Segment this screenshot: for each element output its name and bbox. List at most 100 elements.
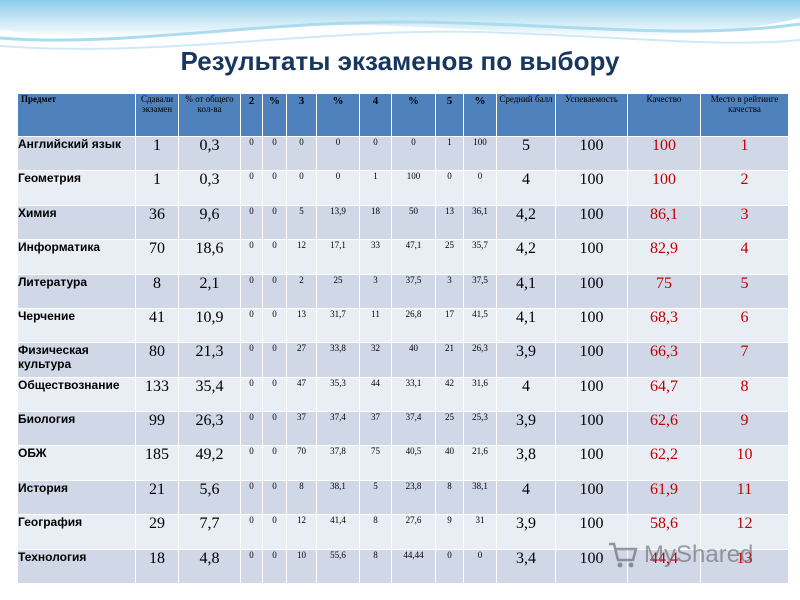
success-rate: 100 (555, 342, 628, 378)
pct-total-cell: 10,9 (178, 307, 241, 344)
quality-rate: 100 (627, 170, 701, 206)
grade-4-count: 1 (359, 170, 392, 206)
grade-5-count: 17 (435, 307, 464, 344)
grade-4-pct: 40,5 (391, 445, 436, 481)
success-rate: 100 (555, 170, 628, 206)
header-rank: Место в рейтинге качества (700, 93, 789, 137)
quality-rate: 75 (627, 273, 701, 309)
header-success: Успеваемость (555, 93, 628, 137)
table-row: Черчение 41 10,9 0 0 13 31,7 11 26,8 17 41,5 4,1 100… (17, 307, 789, 344)
pct-total-cell: 0,3 (178, 135, 241, 172)
subject: Химия (17, 204, 136, 241)
grade-5-pct: 37,5 (463, 273, 497, 309)
avg-score: 4 (496, 376, 556, 413)
avg-score: 3,8 (496, 445, 556, 481)
grade-4-pct: 0 (391, 135, 436, 172)
grade-2-count: 0 (240, 204, 263, 241)
success-rate: 100 (555, 376, 628, 413)
subject: Литература (17, 273, 136, 309)
grade-2-count: 0 (240, 342, 263, 378)
quality-rate: 62,6 (627, 410, 701, 447)
table-row: Технология 18 4,8 0 0 10 55,6 8 44,44 0 0 3,4 100 44,… (17, 548, 789, 584)
grade-3-count: 47 (286, 376, 317, 413)
quality-rank: 6 (700, 307, 789, 344)
subject: Английский язык (17, 135, 136, 172)
took-cell: 70 (135, 239, 179, 275)
quality-rank: 1 (700, 135, 789, 172)
grade-5-pct: 0 (463, 170, 497, 206)
pct-total-cell: 49,2 (178, 445, 241, 481)
grade-5-pct: 31 (463, 514, 497, 550)
grade-4-pct: 47,1 (391, 239, 436, 275)
grade-4-count: 0 (359, 135, 392, 172)
grade-4-count: 32 (359, 342, 392, 378)
success-rate: 100 (555, 239, 628, 275)
grade-2-pct: 0 (262, 376, 287, 413)
grade-2-pct: 0 (262, 445, 287, 481)
quality-rank: 2 (700, 170, 789, 206)
grade-3-count: 70 (286, 445, 317, 481)
success-rate: 100 (555, 307, 628, 344)
grade-2-pct: 0 (262, 410, 287, 447)
pct-total-cell: 5,6 (178, 479, 241, 516)
grade-3-count: 0 (286, 135, 317, 172)
quality-rate: 64,7 (627, 376, 701, 413)
grade-3-pct: 55,6 (316, 548, 360, 584)
subject: Черчение (17, 307, 136, 344)
table-row: География 29 7,7 0 0 12 41,4 8 27,6 9 31 3,9 100 58,6… (17, 514, 789, 550)
header-pct-2: % (262, 93, 287, 137)
grade-3-pct: 17,1 (316, 239, 360, 275)
quality-rate: 82,9 (627, 239, 701, 275)
table-row: Геометрия 1 0,3 0 0 0 0 1 100 0 0 4 100 100 2 (17, 170, 789, 206)
subject: Технология (17, 548, 136, 584)
quality-rate: 68,3 (627, 307, 701, 344)
grade-2-count: 0 (240, 445, 263, 481)
success-rate: 100 (555, 410, 628, 447)
quality-rate: 58,6 (627, 514, 701, 550)
grade-4-count: 75 (359, 445, 392, 481)
quality-rate: 86,1 (627, 204, 701, 241)
grade-5-pct: 21,6 (463, 445, 497, 481)
grade-5-count: 42 (435, 376, 464, 413)
grade-2-pct: 0 (262, 204, 287, 241)
quality-rate: 61,9 (627, 479, 701, 516)
quality-rate: 100 (627, 135, 701, 172)
grade-5-count: 25 (435, 239, 464, 275)
grade-5-pct: 100 (463, 135, 497, 172)
header-subject: Предмет (17, 93, 136, 137)
subject: ОБЖ (17, 445, 136, 481)
grade-3-pct: 25 (316, 273, 360, 309)
subject: Геометрия (17, 170, 136, 206)
grade-3-count: 0 (286, 170, 317, 206)
grade-5-pct: 38,1 (463, 479, 497, 516)
table-header-row: Предмет Сдавали экзамен % от общего кол-… (17, 93, 789, 137)
grade-4-pct: 23,8 (391, 479, 436, 516)
avg-score: 4 (496, 479, 556, 516)
table-row: Литература 8 2,1 0 0 2 25 3 37,5 3 37,5 4,1 100 75 5 (17, 273, 789, 309)
watermark-text: MyShared (644, 541, 754, 568)
grade-2-pct: 0 (262, 307, 287, 344)
success-rate: 100 (555, 273, 628, 309)
grade-2-pct: 0 (262, 342, 287, 378)
table-body: Английский язык 1 0,3 0 0 0 0 0 0 1 100 5 100 100 1 Гео… (17, 135, 789, 584)
grade-4-count: 3 (359, 273, 392, 309)
grade-4-count: 11 (359, 307, 392, 344)
quality-rank: 13 (700, 548, 789, 584)
grade-3-pct: 37,8 (316, 445, 360, 481)
grade-2-count: 0 (240, 410, 263, 447)
shopping-cart-icon (609, 542, 638, 568)
table-row: Информатика 70 18,6 0 0 12 17,1 33 47,1 25 35,7 4,2… (17, 239, 789, 275)
grade-2-count: 0 (240, 273, 263, 309)
table-row: Английский язык 1 0,3 0 0 0 0 0 0 1 100 5 100 100 1 (17, 135, 789, 172)
grade-3-pct: 33,8 (316, 342, 360, 378)
grade-4-pct: 40 (391, 342, 436, 378)
took-cell: 8 (135, 273, 179, 309)
header-grade-3: 3 (286, 93, 317, 137)
grade-5-pct: 26,3 (463, 342, 497, 378)
grade-2-count: 0 (240, 479, 263, 516)
grade-2-count: 0 (240, 239, 263, 275)
header-pct-4: % (391, 93, 436, 137)
avg-score: 3,9 (496, 342, 556, 378)
pct-total-cell: 9,6 (178, 204, 241, 241)
grade-3-pct: 41,4 (316, 514, 360, 550)
